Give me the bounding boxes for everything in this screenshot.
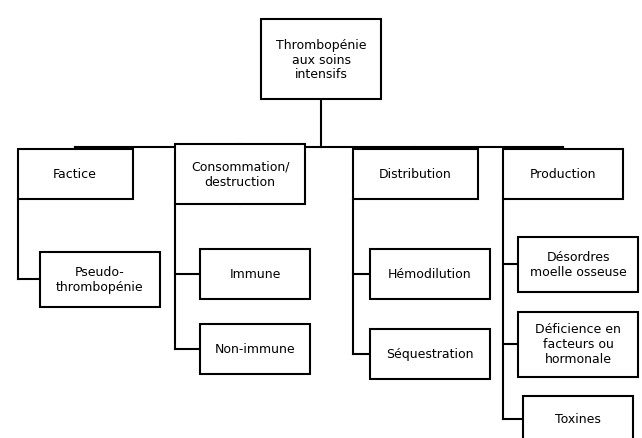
FancyBboxPatch shape (370, 329, 490, 379)
FancyBboxPatch shape (352, 150, 478, 200)
FancyBboxPatch shape (200, 324, 310, 374)
Text: Consommation/
destruction: Consommation/ destruction (191, 161, 290, 189)
FancyBboxPatch shape (518, 237, 638, 292)
FancyBboxPatch shape (200, 249, 310, 299)
FancyBboxPatch shape (175, 145, 305, 205)
Text: Factice: Factice (53, 168, 97, 181)
Text: Thrombopénie
aux soins
intensifs: Thrombopénie aux soins intensifs (276, 39, 366, 81)
Text: Pseudo-
thrombopénie: Pseudo- thrombopénie (56, 265, 144, 293)
Text: Hémodilution: Hémodilution (388, 268, 472, 281)
Text: Production: Production (530, 168, 596, 181)
Text: Désordres
moelle osseuse: Désordres moelle osseuse (530, 251, 627, 279)
Text: Non-immune: Non-immune (214, 343, 295, 356)
Text: Toxines: Toxines (555, 413, 601, 426)
Text: Déficience en
facteurs ou
hormonale: Déficience en facteurs ou hormonale (535, 323, 621, 366)
Text: Séquestration: Séquestration (386, 348, 474, 360)
Text: Immune: Immune (229, 268, 281, 281)
FancyBboxPatch shape (261, 20, 381, 100)
FancyBboxPatch shape (503, 150, 623, 200)
FancyBboxPatch shape (523, 396, 633, 438)
FancyBboxPatch shape (17, 150, 132, 200)
FancyBboxPatch shape (40, 252, 160, 307)
FancyBboxPatch shape (518, 312, 638, 377)
FancyBboxPatch shape (370, 249, 490, 299)
Text: Distribution: Distribution (379, 168, 451, 181)
